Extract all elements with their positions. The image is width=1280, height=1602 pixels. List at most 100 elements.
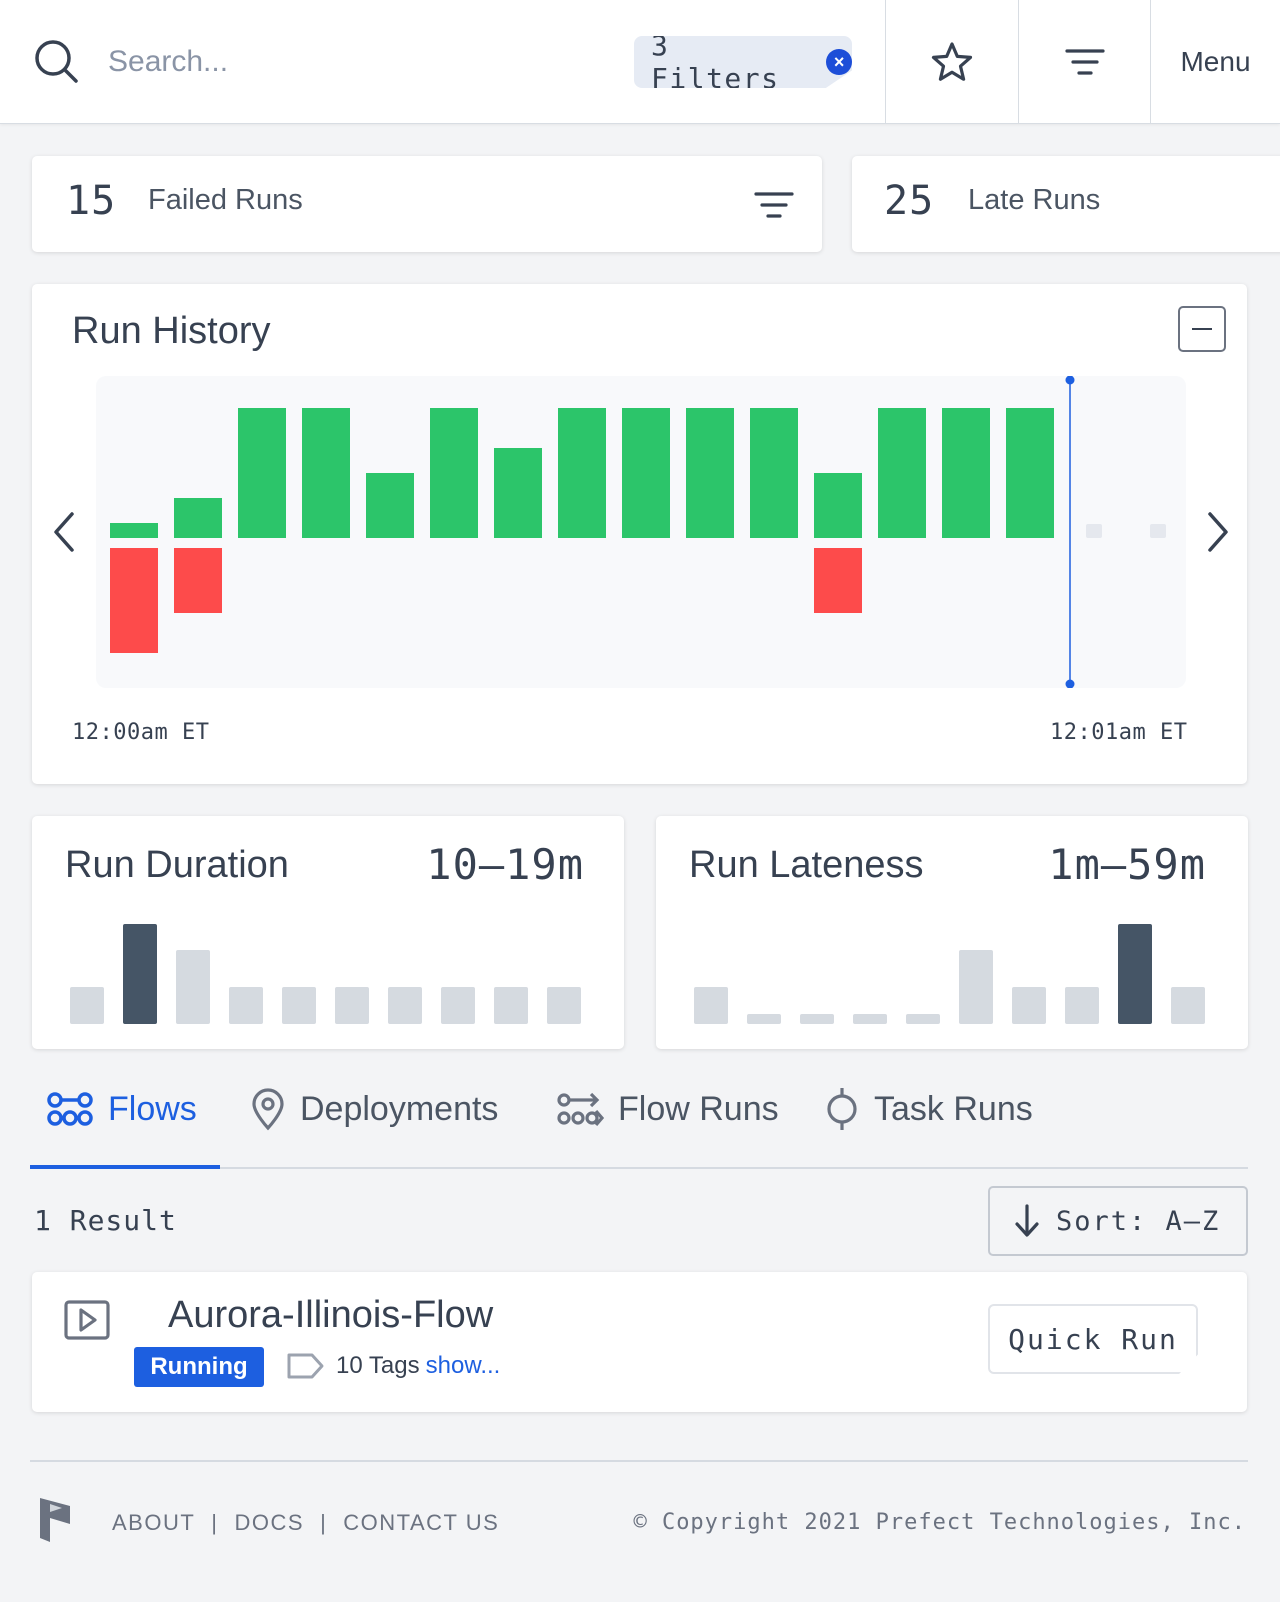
flows-icon: [47, 1092, 93, 1126]
tab-task-runs-label: Task Runs: [874, 1089, 1033, 1128]
chevron-right-icon[interactable]: [1202, 510, 1234, 554]
empty-bucket: [1150, 524, 1166, 538]
distribution-bar: [959, 950, 993, 1024]
tags-count: 10 Tags: [336, 1352, 420, 1379]
now-marker-dot: [1065, 679, 1075, 688]
run-duration-title: Run Duration: [65, 844, 289, 886]
run-history-start-label: 12:00am ET: [72, 720, 210, 745]
docs-link[interactable]: DOCS: [234, 1510, 305, 1535]
distribution-bar: [282, 987, 316, 1024]
favorite-button[interactable]: [885, 0, 1018, 124]
run-history-end-label: 12:01am ET: [1050, 720, 1188, 745]
success-bar: [878, 408, 926, 538]
tab-flow-runs[interactable]: Flow Runs: [556, 1078, 779, 1140]
distribution-bar: [229, 987, 263, 1024]
success-bar: [430, 408, 478, 538]
tags-show-link[interactable]: show...: [425, 1352, 501, 1379]
success-bar: [558, 408, 606, 538]
status-badge: Running: [134, 1347, 264, 1387]
late-runs-count: 25: [884, 178, 935, 224]
run-history-chart: [110, 376, 1166, 688]
footer-separator: |: [320, 1510, 328, 1535]
filter-button[interactable]: [1018, 0, 1151, 124]
success-bar: [1006, 408, 1054, 538]
late-runs-label: Late Runs: [968, 184, 1101, 216]
tab-flows[interactable]: Flows: [46, 1078, 197, 1140]
distribution-bar: [1065, 987, 1099, 1024]
quick-run-button[interactable]: Quick Run: [988, 1304, 1198, 1374]
footer-divider: [30, 1460, 1248, 1462]
about-link[interactable]: ABOUT: [112, 1510, 196, 1535]
filter-lines-icon[interactable]: [754, 190, 794, 220]
menu-button[interactable]: Menu: [1150, 0, 1280, 124]
distribution-bar: [853, 1014, 887, 1024]
success-bar: [942, 408, 990, 538]
late-runs-card[interactable]: 25 Late Runs: [852, 156, 1280, 252]
tab-deployments[interactable]: Deployments: [250, 1078, 498, 1140]
prefect-logo[interactable]: [38, 1496, 72, 1544]
tag-icon: [287, 1353, 324, 1379]
footer-separator: |: [211, 1510, 219, 1535]
success-bar: [174, 498, 222, 538]
distribution-bar: [441, 987, 475, 1024]
distribution-bar-highlighted: [123, 924, 157, 1024]
top-bar: 3 Filters × Menu: [0, 0, 1280, 124]
copyright-text: © Copyright 2021 Prefect Technologies, I…: [633, 1510, 1246, 1535]
map-pin-icon: [252, 1088, 284, 1131]
success-bar: [110, 523, 158, 538]
failed-runs-label: Failed Runs: [148, 184, 303, 216]
distribution-bar: [70, 987, 104, 1024]
distribution-bar-highlighted: [1118, 924, 1152, 1024]
clear-filters-icon[interactable]: ×: [826, 49, 852, 75]
run-history-title: Run History: [72, 310, 271, 352]
run-lateness-chart: [694, 924, 1205, 1024]
result-count: 1 Result: [34, 1204, 177, 1237]
distribution-bar: [176, 950, 210, 1024]
run-duration-range: 10–19m: [426, 840, 584, 889]
run-duration-chart: [70, 924, 581, 1024]
failed-bar: [814, 548, 862, 613]
distribution-bar: [1012, 987, 1046, 1024]
search-icon[interactable]: [33, 38, 79, 84]
failed-runs-count: 15: [66, 178, 117, 224]
distribution-bar: [388, 987, 422, 1024]
tabs-divider: [30, 1167, 1248, 1169]
filter-lines-icon: [1065, 49, 1105, 75]
active-tab-indicator: [30, 1165, 220, 1169]
menu-label: Menu: [1180, 46, 1251, 77]
run-lateness-title: Run Lateness: [689, 844, 924, 886]
star-icon: [931, 42, 973, 81]
distribution-bar: [747, 1014, 781, 1024]
failed-bar: [110, 548, 158, 653]
tags-summary: 10 Tags show...: [286, 1351, 500, 1381]
failed-runs-card[interactable]: 15 Failed Runs: [32, 156, 822, 252]
tab-flow-runs-label: Flow Runs: [618, 1089, 779, 1128]
distribution-bar: [906, 1014, 940, 1024]
collapse-button[interactable]: [1178, 306, 1226, 352]
search-input[interactable]: [108, 38, 588, 86]
success-bar: [366, 473, 414, 538]
failed-bar: [174, 548, 222, 613]
arrow-down-icon: [1015, 1204, 1039, 1237]
success-bar: [302, 408, 350, 538]
sort-label: Sort: A–Z: [1056, 1205, 1221, 1237]
filters-chip-label: 3 Filters: [651, 29, 780, 95]
contact-us-link[interactable]: CONTACT US: [343, 1510, 500, 1535]
flow-name[interactable]: Aurora-Illinois-Flow: [168, 1294, 494, 1336]
distribution-bar: [335, 987, 369, 1024]
run-duration-card: Run Duration 10–19m: [32, 816, 624, 1049]
filters-chip[interactable]: 3 Filters ×: [634, 36, 852, 88]
run-lateness-range: 1m–59m: [1048, 840, 1206, 889]
task-run-icon: [827, 1088, 857, 1130]
play-icon: [64, 1300, 110, 1340]
now-marker-dot: [1065, 376, 1075, 385]
sort-button[interactable]: Sort: A–Z: [988, 1186, 1248, 1256]
chevron-left-icon[interactable]: [48, 510, 80, 554]
flow-card[interactable]: Aurora-Illinois-Flow Running 10 Tags sho…: [32, 1272, 1247, 1412]
distribution-bar: [1171, 987, 1205, 1024]
distribution-bar: [800, 1014, 834, 1024]
tab-task-runs[interactable]: Task Runs: [824, 1078, 1033, 1140]
success-bar: [814, 473, 862, 538]
success-bar: [238, 408, 286, 538]
success-bar: [750, 408, 798, 538]
